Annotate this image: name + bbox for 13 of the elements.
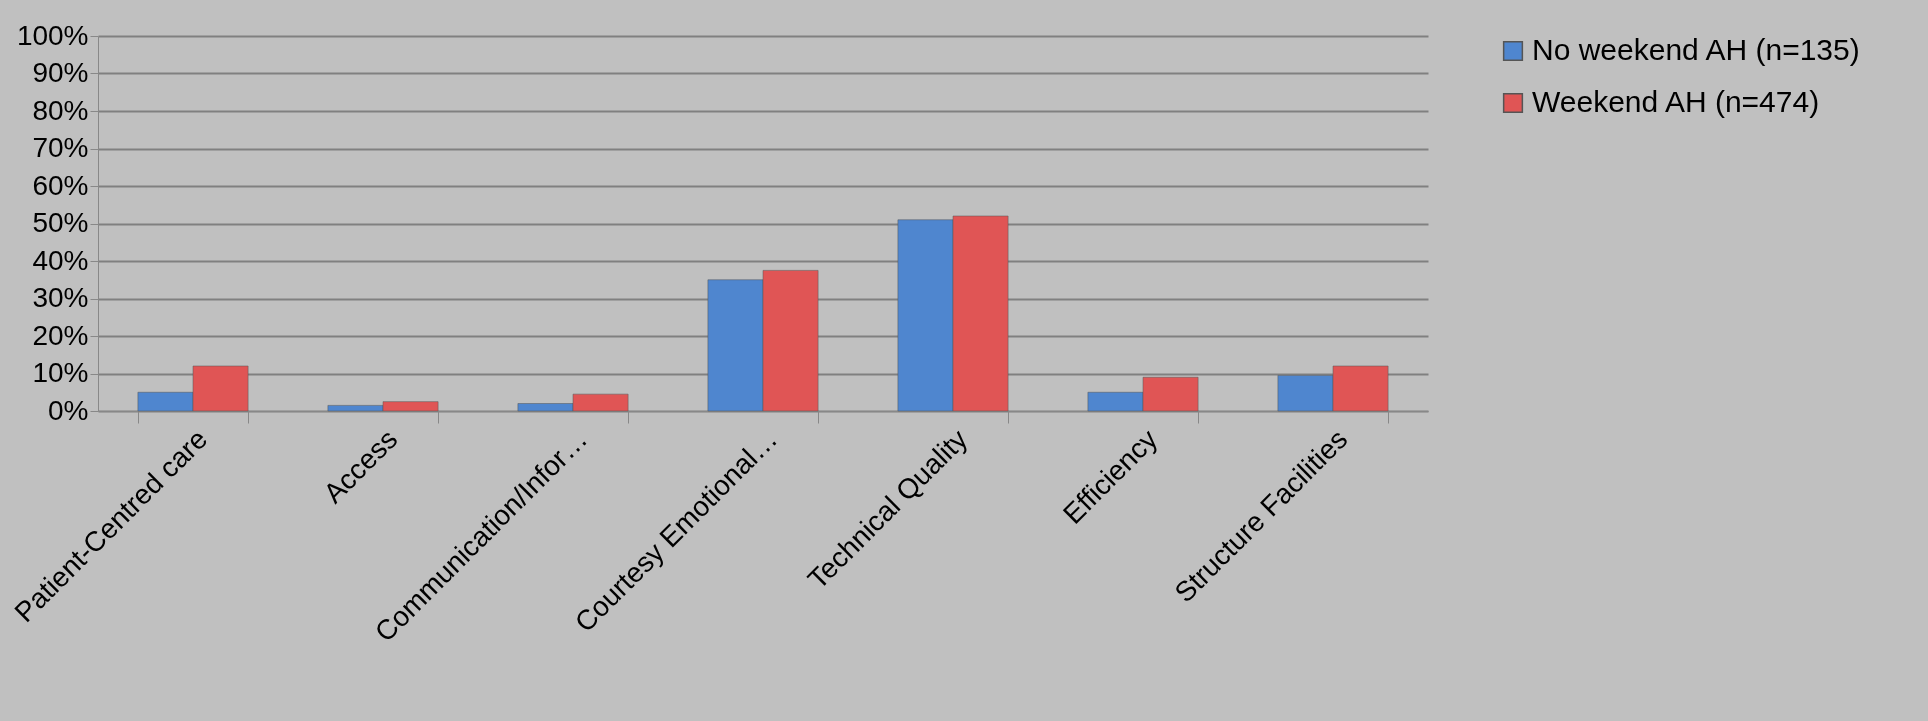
y-tick-label: 70% [32, 132, 89, 163]
y-tick-label: 20% [32, 319, 89, 351]
y-tick-label: 10% [32, 357, 89, 388]
y-tick-label: 30% [32, 282, 89, 313]
legend-label: No weekend AH (n=135) [1532, 33, 1860, 66]
y-tick-label: 80% [32, 94, 89, 126]
y-tick-label: 100% [16, 19, 89, 51]
y-tick-label: 90% [32, 57, 89, 88]
y-tick-label: 40% [32, 244, 89, 276]
legend-label: Weekend AH (n=474) [1532, 85, 1820, 118]
y-tick-label: 0% [48, 394, 89, 426]
y-tick-label: 60% [32, 169, 89, 201]
y-tick-label: 50% [32, 207, 89, 238]
